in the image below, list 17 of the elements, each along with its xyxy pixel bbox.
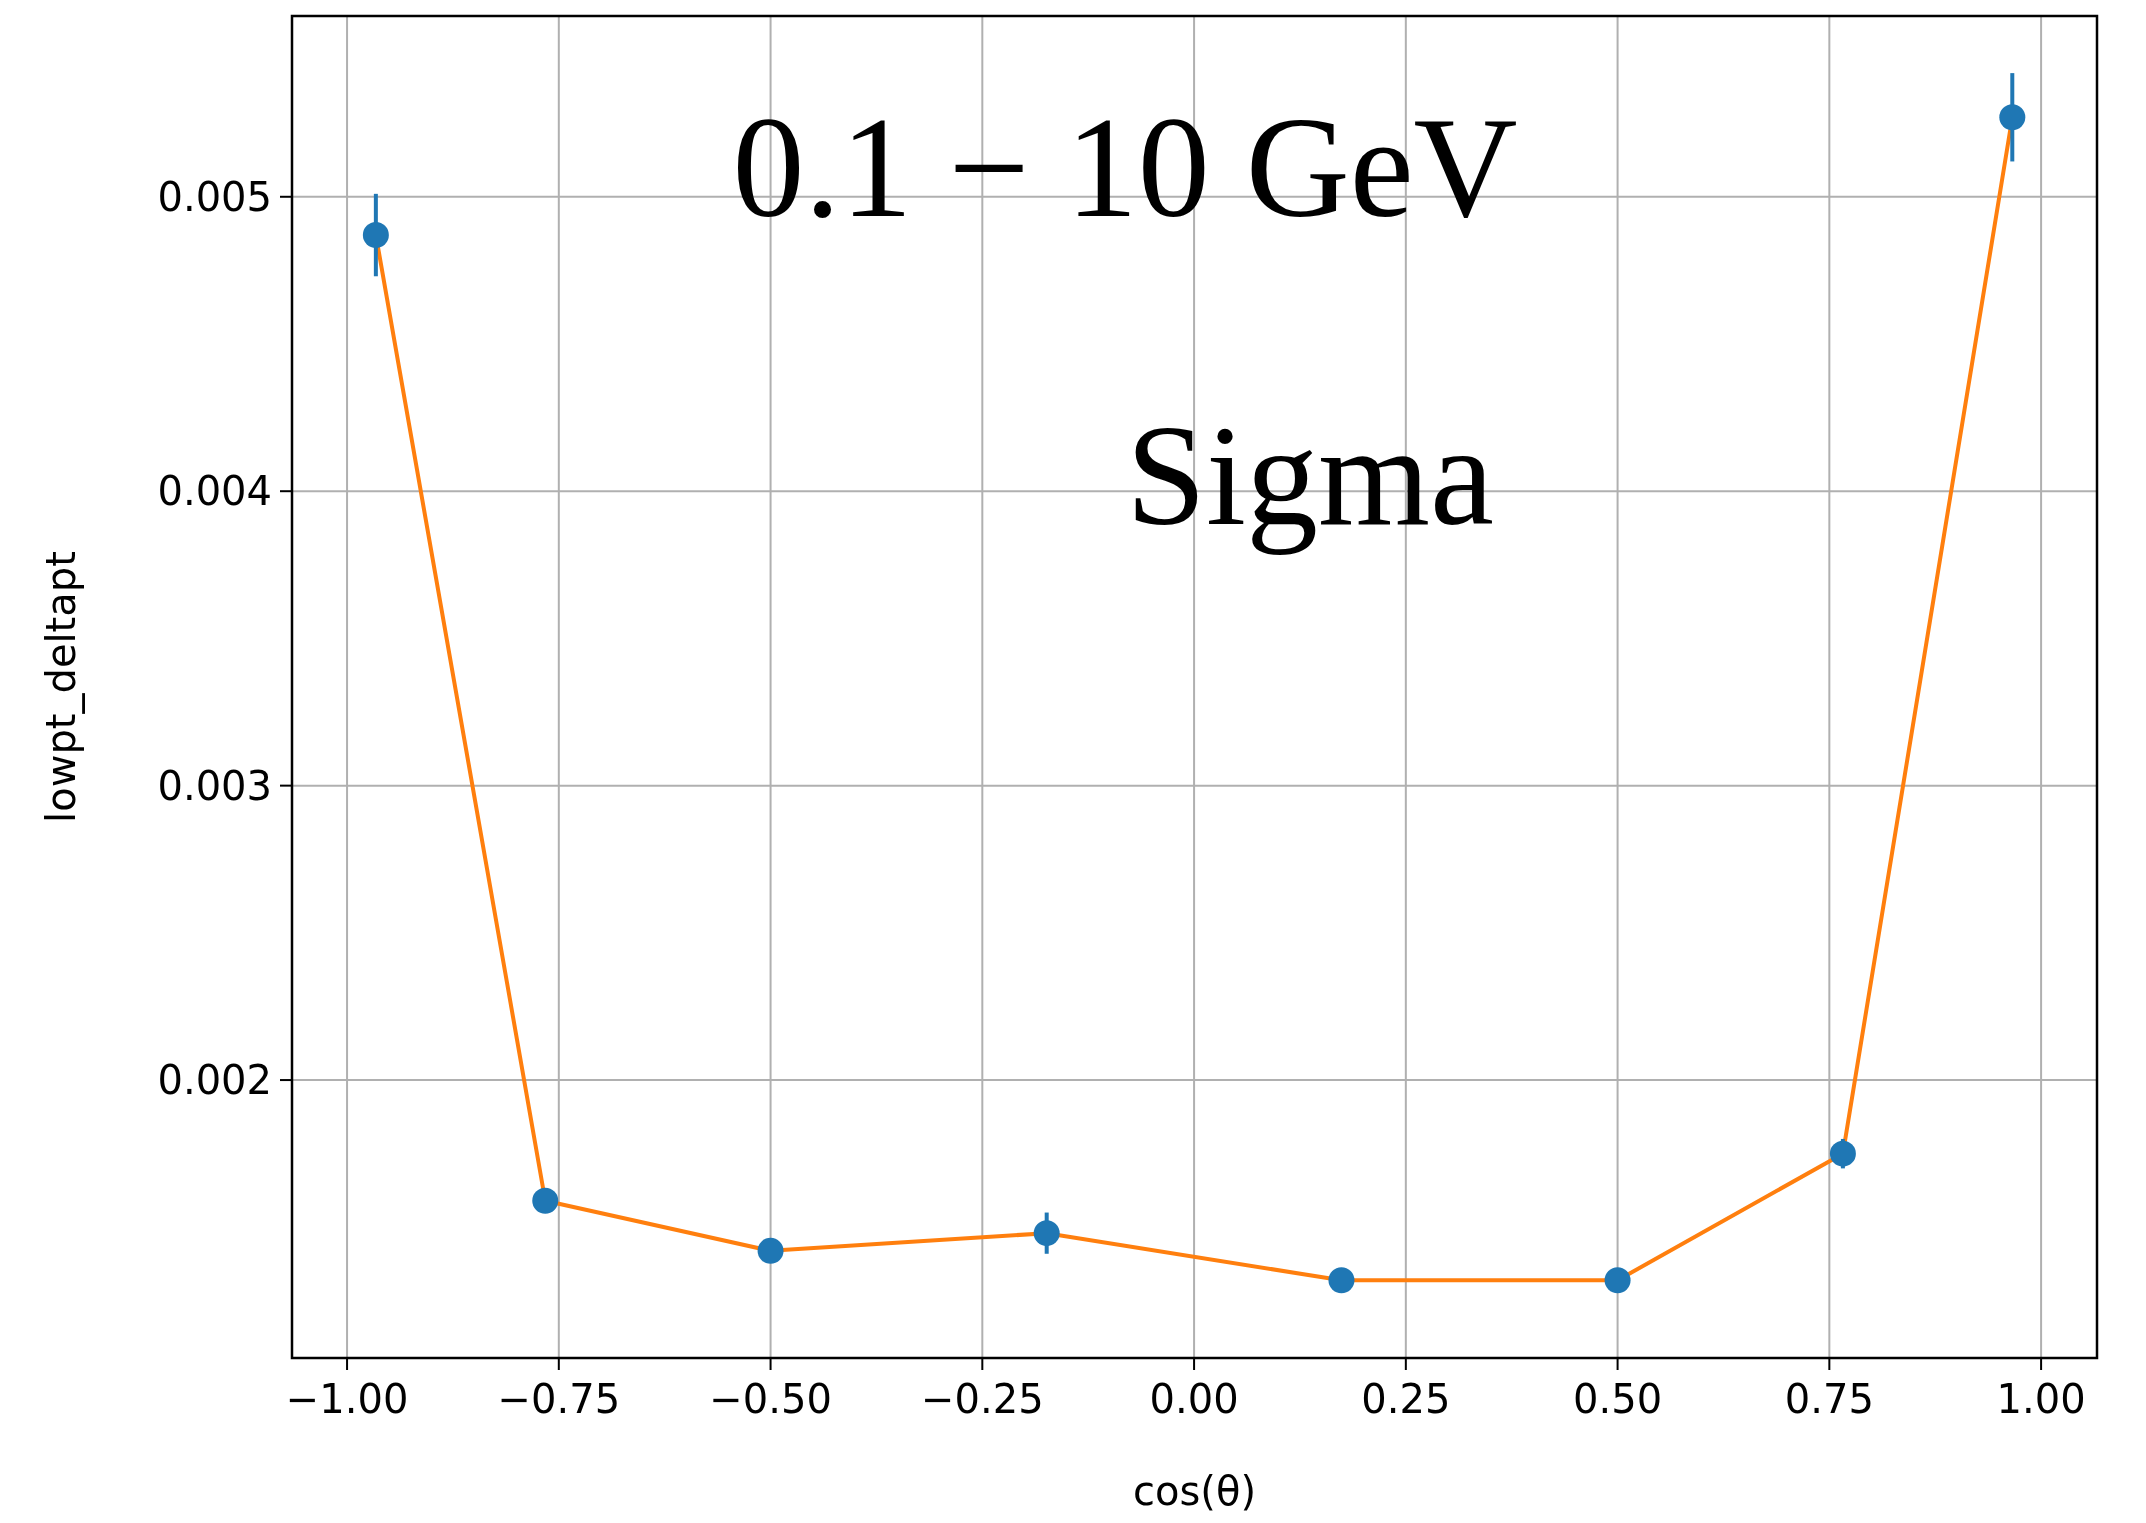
x-tick-label: −1.00 — [285, 1376, 409, 1422]
y-axis-title: lowpt_deltapt — [38, 551, 85, 823]
annotation: 0.1 − 10 GeV — [732, 88, 1518, 247]
y-tick-label: 0.005 — [157, 173, 272, 220]
x-tick-label: 0.75 — [1784, 1376, 1874, 1422]
x-tick-label: 0.25 — [1361, 1376, 1451, 1422]
y-tick-label: 0.002 — [157, 1057, 272, 1104]
x-axis-title: cos(θ) — [1133, 1468, 1256, 1514]
x-tick-label: 0.50 — [1573, 1376, 1663, 1422]
x-tick-label: 1.00 — [1996, 1376, 2086, 1422]
x-tick-label: −0.75 — [497, 1376, 621, 1422]
x-tick-label: −0.50 — [709, 1376, 832, 1422]
annotation: Sigma — [1126, 396, 1495, 555]
x-tick-label: −0.25 — [921, 1376, 1044, 1422]
y-tick-label: 0.004 — [157, 468, 272, 515]
y-tick-label: 0.003 — [157, 762, 272, 809]
x-tick-label: 0.00 — [1149, 1376, 1239, 1422]
